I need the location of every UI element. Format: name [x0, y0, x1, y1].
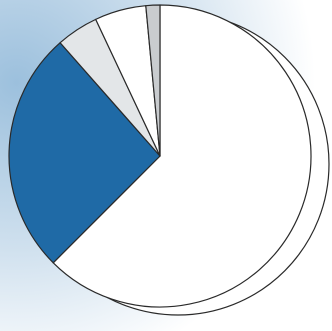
- pie-slice-2: [8, 42, 161, 264]
- pie-slice-5: [145, 4, 161, 157]
- pie-slice-1: [52, 4, 312, 308]
- pie-layer: [8, 4, 330, 316]
